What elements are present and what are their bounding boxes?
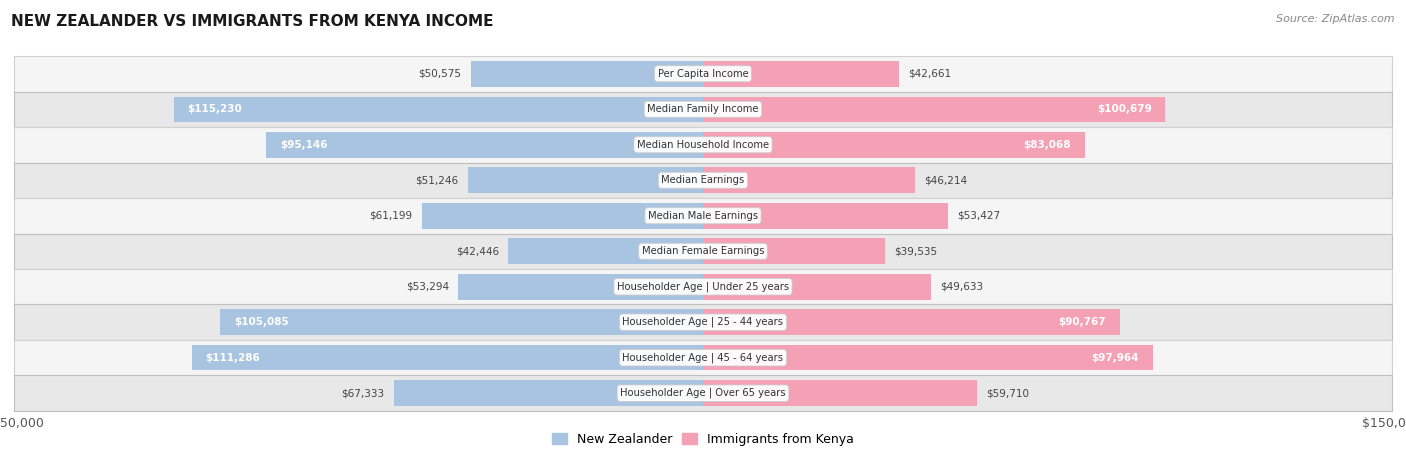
Bar bbox=[471, 61, 703, 86]
Bar bbox=[703, 203, 949, 228]
Text: Median Household Income: Median Household Income bbox=[637, 140, 769, 150]
Bar bbox=[703, 345, 1153, 370]
Bar bbox=[14, 375, 1392, 411]
Text: Householder Age | 25 - 44 years: Householder Age | 25 - 44 years bbox=[623, 317, 783, 327]
Text: $42,446: $42,446 bbox=[456, 246, 499, 256]
Bar bbox=[703, 274, 931, 299]
Bar bbox=[14, 56, 1392, 92]
Bar bbox=[703, 61, 898, 86]
Text: $90,767: $90,767 bbox=[1059, 317, 1107, 327]
Text: Median Earnings: Median Earnings bbox=[661, 175, 745, 185]
Text: Householder Age | 45 - 64 years: Householder Age | 45 - 64 years bbox=[623, 353, 783, 363]
Text: Source: ZipAtlas.com: Source: ZipAtlas.com bbox=[1277, 14, 1395, 24]
Text: $46,214: $46,214 bbox=[924, 175, 967, 185]
Bar bbox=[703, 97, 1166, 122]
Text: $49,633: $49,633 bbox=[941, 282, 983, 292]
Text: Per Capita Income: Per Capita Income bbox=[658, 69, 748, 79]
Text: $61,199: $61,199 bbox=[370, 211, 413, 221]
Text: NEW ZEALANDER VS IMMIGRANTS FROM KENYA INCOME: NEW ZEALANDER VS IMMIGRANTS FROM KENYA I… bbox=[11, 14, 494, 29]
Bar bbox=[14, 163, 1392, 198]
Text: Median Female Earnings: Median Female Earnings bbox=[641, 246, 765, 256]
Bar bbox=[14, 127, 1392, 163]
Bar bbox=[703, 168, 915, 193]
Bar bbox=[221, 310, 703, 335]
Text: $111,286: $111,286 bbox=[205, 353, 260, 363]
Bar bbox=[703, 239, 884, 264]
Text: $67,333: $67,333 bbox=[342, 388, 385, 398]
Text: $53,294: $53,294 bbox=[406, 282, 449, 292]
Bar bbox=[422, 203, 703, 228]
Bar bbox=[266, 132, 703, 157]
Text: Householder Age | Under 25 years: Householder Age | Under 25 years bbox=[617, 282, 789, 292]
Bar bbox=[394, 381, 703, 406]
Text: $39,535: $39,535 bbox=[894, 246, 936, 256]
Bar bbox=[14, 304, 1392, 340]
Bar bbox=[14, 340, 1392, 375]
Bar bbox=[14, 269, 1392, 304]
Text: $105,085: $105,085 bbox=[235, 317, 288, 327]
Bar bbox=[14, 234, 1392, 269]
Text: $83,068: $83,068 bbox=[1024, 140, 1071, 150]
Bar bbox=[703, 310, 1121, 335]
Bar bbox=[508, 239, 703, 264]
Text: $50,575: $50,575 bbox=[419, 69, 461, 79]
Text: $100,679: $100,679 bbox=[1097, 104, 1152, 114]
Text: $51,246: $51,246 bbox=[415, 175, 458, 185]
Bar bbox=[703, 381, 977, 406]
Legend: New Zealander, Immigrants from Kenya: New Zealander, Immigrants from Kenya bbox=[547, 428, 859, 451]
Text: $97,964: $97,964 bbox=[1091, 353, 1139, 363]
Text: $59,710: $59,710 bbox=[987, 388, 1029, 398]
Text: $115,230: $115,230 bbox=[187, 104, 242, 114]
Text: Median Family Income: Median Family Income bbox=[647, 104, 759, 114]
Bar bbox=[174, 97, 703, 122]
Text: Householder Age | Over 65 years: Householder Age | Over 65 years bbox=[620, 388, 786, 398]
Bar bbox=[458, 274, 703, 299]
Bar bbox=[14, 92, 1392, 127]
Text: $42,661: $42,661 bbox=[908, 69, 952, 79]
Bar bbox=[191, 345, 703, 370]
Text: Median Male Earnings: Median Male Earnings bbox=[648, 211, 758, 221]
Bar bbox=[468, 168, 703, 193]
Bar bbox=[14, 198, 1392, 234]
Text: $53,427: $53,427 bbox=[957, 211, 1001, 221]
Bar bbox=[703, 132, 1084, 157]
Text: $95,146: $95,146 bbox=[280, 140, 328, 150]
